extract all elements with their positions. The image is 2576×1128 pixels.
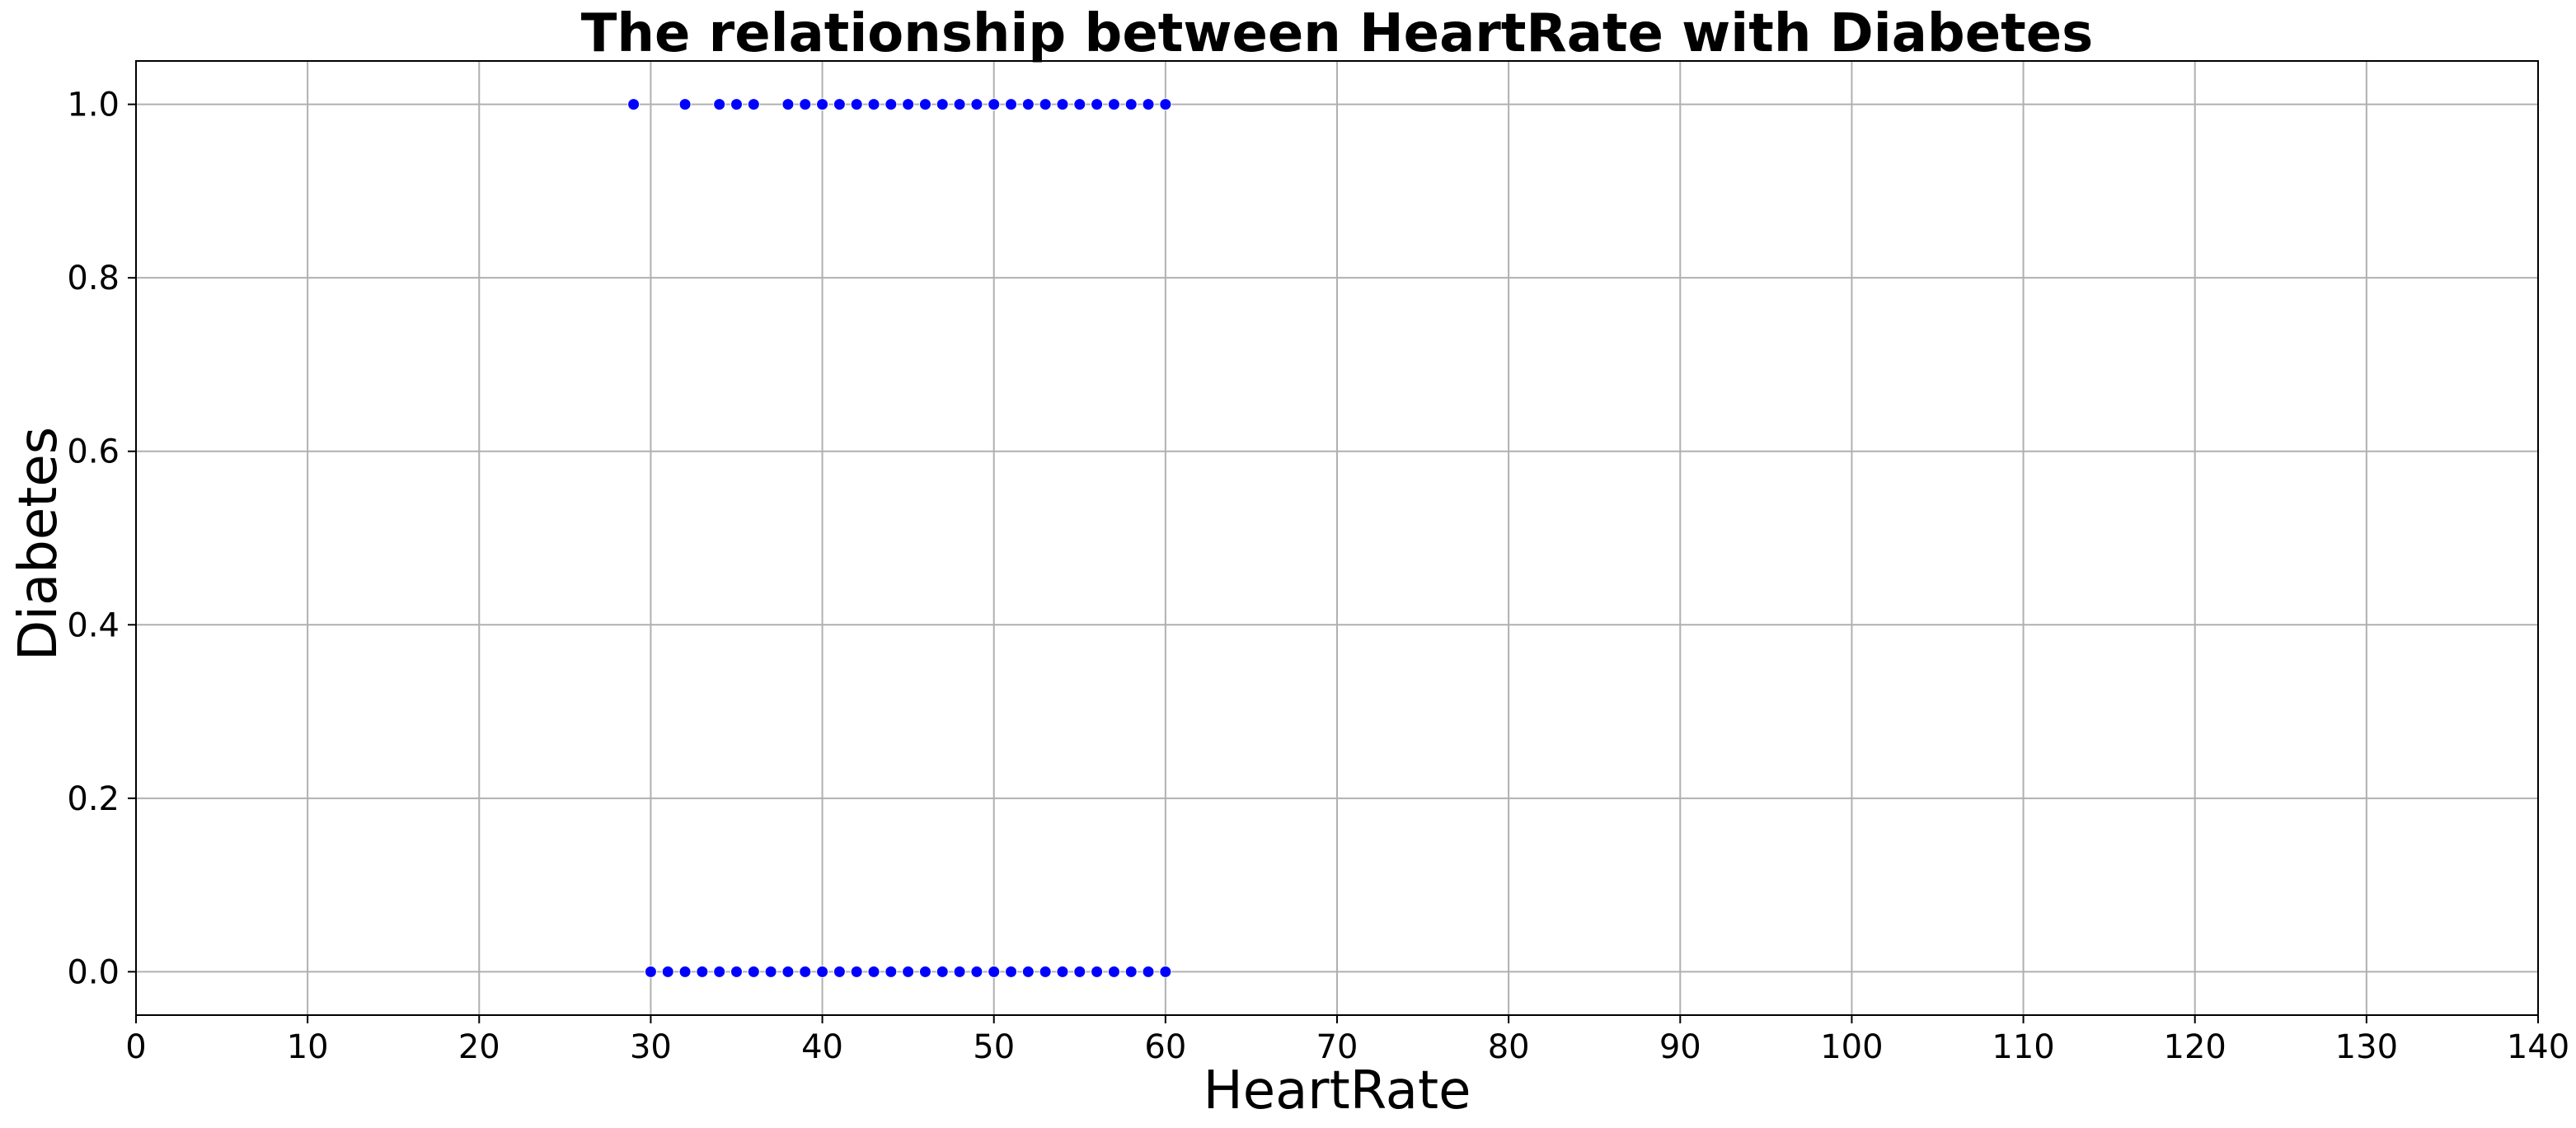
- scatter-point: [867, 98, 880, 111]
- y-tick-label: 1.0: [67, 87, 120, 124]
- scatter-point: [988, 98, 1001, 111]
- scatter-point: [1005, 965, 1018, 978]
- scatter-point: [884, 965, 898, 978]
- y-axis-label: Diabetes: [8, 427, 69, 661]
- x-tick-label: 70: [1316, 1028, 1358, 1066]
- x-tick-label: 20: [458, 1028, 500, 1066]
- scatter-point: [747, 98, 760, 111]
- y-tick-label: 0.2: [67, 780, 120, 818]
- scatter-point: [1142, 965, 1155, 978]
- scatter-points: [627, 98, 1172, 978]
- scatter-point: [1073, 965, 1086, 978]
- scatter-point: [1056, 98, 1069, 111]
- scatter-point: [799, 98, 812, 111]
- scatter-point: [730, 965, 743, 978]
- scatter-point: [764, 965, 777, 978]
- scatter-point: [1124, 965, 1138, 978]
- x-tick-label: 40: [801, 1028, 843, 1066]
- scatter-point: [1159, 965, 1172, 978]
- scatter-point: [850, 965, 863, 978]
- scatter-point: [884, 98, 898, 111]
- x-tick-label: 10: [287, 1028, 329, 1066]
- scatter-point: [1073, 98, 1086, 111]
- scatter-point: [661, 965, 674, 978]
- x-tick-label: 120: [2164, 1028, 2226, 1066]
- scatter-point: [970, 98, 983, 111]
- scatter-point: [781, 965, 795, 978]
- scatter-point: [1056, 965, 1069, 978]
- chart-title: The relationship between HeartRate with …: [581, 3, 2093, 64]
- x-tick-label: 50: [973, 1028, 1015, 1066]
- scatter-point: [1021, 98, 1035, 111]
- scatter-point: [1091, 965, 1104, 978]
- scatter-point: [696, 965, 709, 978]
- x-tick-label: 30: [630, 1028, 672, 1066]
- scatter-point: [713, 98, 726, 111]
- scatter-point: [799, 965, 812, 978]
- y-tick-label: 0.8: [67, 260, 120, 297]
- y-tick-label: 0.4: [67, 606, 120, 644]
- scatter-point: [953, 965, 966, 978]
- scatter-point: [1107, 98, 1120, 111]
- scatter-point: [1039, 98, 1052, 111]
- scatter-point: [713, 965, 726, 978]
- scatter-point: [816, 98, 829, 111]
- y-axis-ticks: 0.0 0.2 0.4 0.6 0.8 1.0: [67, 87, 136, 991]
- scatter-point: [1091, 98, 1104, 111]
- scatter-point: [918, 965, 931, 978]
- x-tick-label: 130: [2335, 1028, 2398, 1066]
- scatter-point: [833, 98, 846, 111]
- scatter-point: [678, 965, 692, 978]
- scatter-point: [627, 98, 640, 111]
- scatter-point: [644, 965, 657, 978]
- scatter-point: [730, 98, 743, 111]
- scatter-point: [833, 965, 846, 978]
- scatter-point: [1021, 965, 1035, 978]
- scatter-point: [1005, 98, 1018, 111]
- scatter-point: [1124, 98, 1138, 111]
- x-tick-label: 60: [1144, 1028, 1186, 1066]
- scatter-point: [816, 965, 829, 978]
- scatter-point: [936, 98, 949, 111]
- scatter-point: [747, 965, 760, 978]
- x-tick-label: 0: [125, 1028, 146, 1066]
- y-tick-label: 0.0: [67, 953, 120, 991]
- scatter-point: [781, 98, 795, 111]
- scatter-point: [988, 965, 1001, 978]
- grid: [135, 61, 2539, 1015]
- x-tick-label: 140: [2507, 1028, 2569, 1066]
- x-axis-ticks: 0 10 20 30 40 50 60 70 80 90 100 110 120 130 140: [125, 1015, 2569, 1066]
- scatter-point: [850, 98, 863, 111]
- x-tick-label: 90: [1659, 1028, 1701, 1066]
- scatter-point: [1107, 965, 1120, 978]
- scatter-point: [936, 965, 949, 978]
- x-tick-label: 80: [1488, 1028, 1530, 1066]
- scatter-point: [902, 965, 915, 978]
- scatter-point: [970, 965, 983, 978]
- scatter-point: [953, 98, 966, 111]
- x-axis-label: HeartRate: [1204, 1060, 1471, 1121]
- x-tick-label: 110: [1992, 1028, 2054, 1066]
- x-tick-label: 100: [1820, 1028, 1883, 1066]
- scatter-point: [902, 98, 915, 111]
- scatter-point: [1159, 98, 1172, 111]
- y-tick-label: 0.6: [67, 433, 120, 471]
- scatter-point: [918, 98, 931, 111]
- scatter-point: [1039, 965, 1052, 978]
- scatter-point: [678, 98, 692, 111]
- scatter-point: [867, 965, 880, 978]
- scatter-point: [1142, 98, 1155, 111]
